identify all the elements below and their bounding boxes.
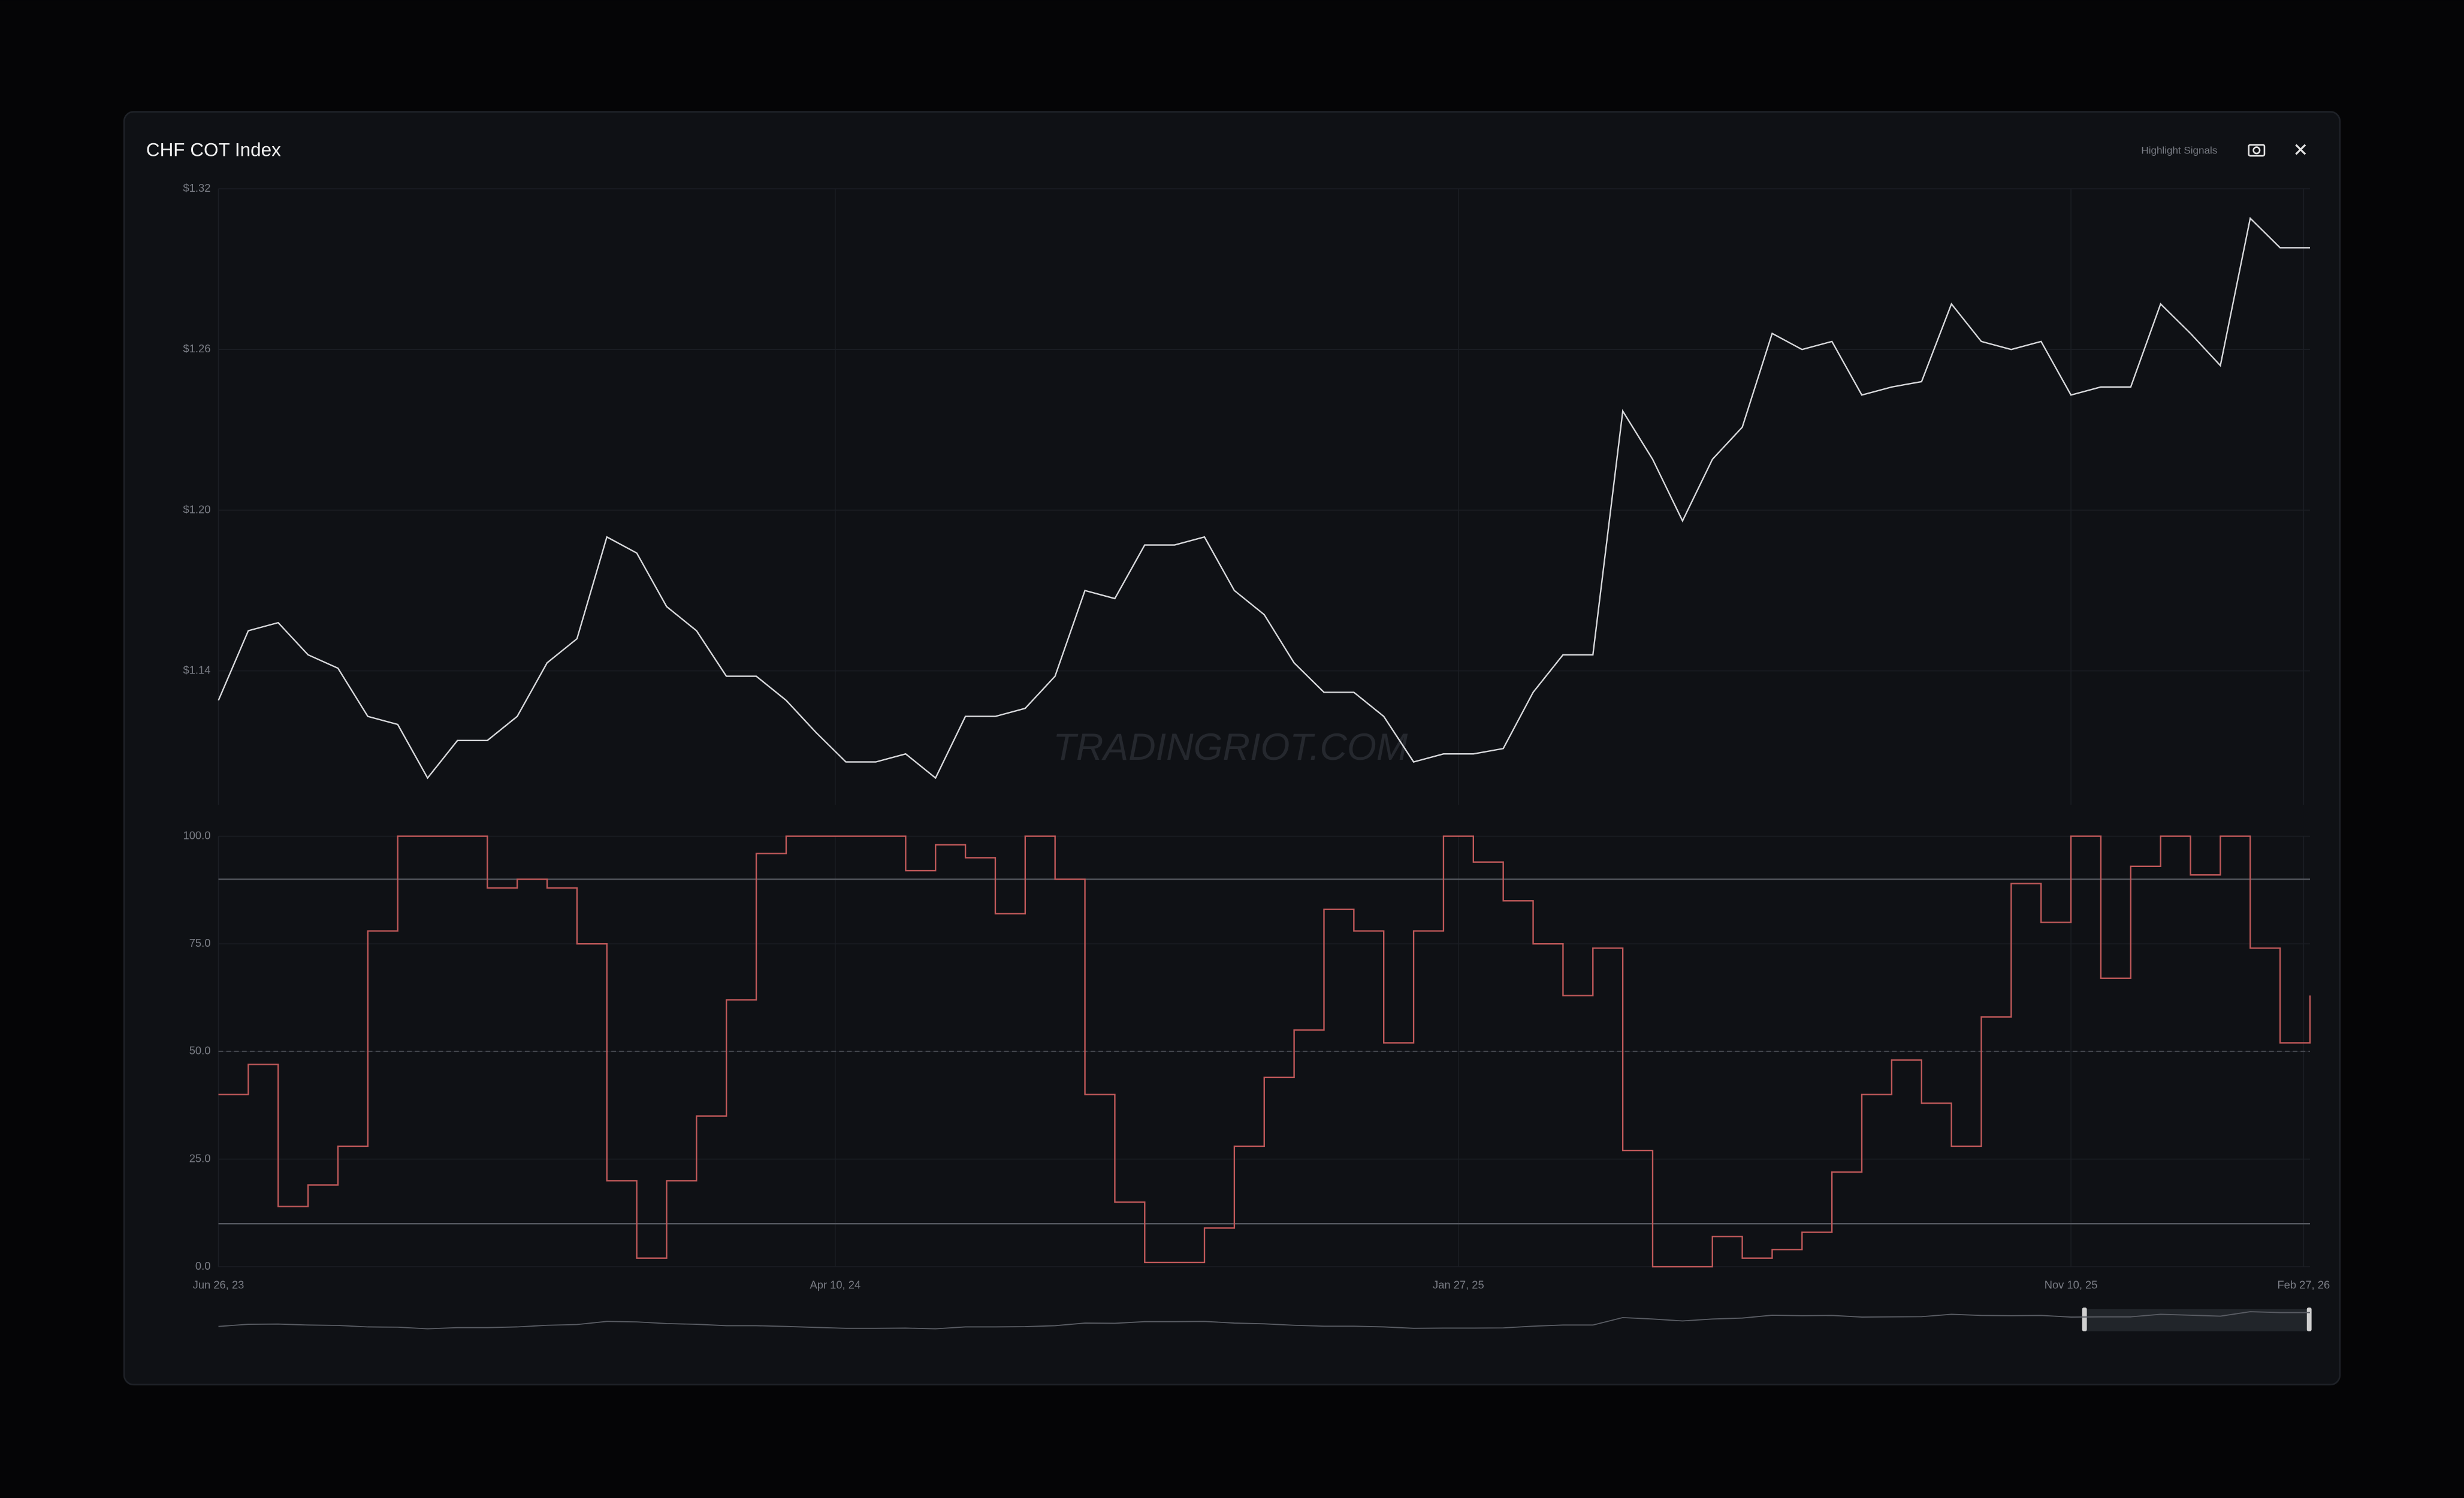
x-tick-label: Apr 10, 24 — [810, 1278, 861, 1291]
navigator-handle[interactable] — [2082, 1307, 2087, 1331]
y-tick-label: $1.20 — [183, 503, 211, 515]
price-line — [218, 216, 2310, 780]
x-tick-label: Feb 27, 26 — [2277, 1278, 2330, 1291]
y-tick-label: 50.0 — [189, 1044, 211, 1057]
y-tick-label: $1.26 — [183, 342, 211, 355]
modal — [123, 111, 2341, 1386]
x-tick-label: Jun 26, 23 — [193, 1278, 244, 1291]
highlight-signals-button[interactable]: Highlight Signals — [2141, 145, 2217, 156]
camera-body — [2248, 144, 2266, 157]
y-tick-label: 25.0 — [189, 1152, 211, 1164]
watermark: TRADINGRIOT.COM — [1053, 726, 1408, 768]
camera-lens — [2252, 146, 2261, 155]
close-icon — [2295, 144, 2306, 155]
navigator-handle[interactable] — [2306, 1307, 2312, 1331]
y-tick-label: 0.0 — [195, 1260, 211, 1272]
y-tick-label: $1.32 — [183, 182, 211, 194]
navigator-line — [218, 1311, 2310, 1330]
camera-button[interactable] — [2248, 144, 2266, 157]
x-tick-label: Nov 10, 25 — [2045, 1278, 2098, 1291]
cot-index-line — [218, 835, 2311, 1268]
x-tick-label: Jan 27, 25 — [1433, 1278, 1484, 1291]
y-tick-label: 100.0 — [183, 829, 211, 841]
symbol: CHF — [146, 139, 185, 160]
close-button[interactable] — [2295, 144, 2306, 155]
y-tick-label: $1.14 — [183, 663, 211, 676]
modal-title: COT Index — [190, 139, 281, 160]
y-tick-label: 75.0 — [189, 937, 211, 949]
